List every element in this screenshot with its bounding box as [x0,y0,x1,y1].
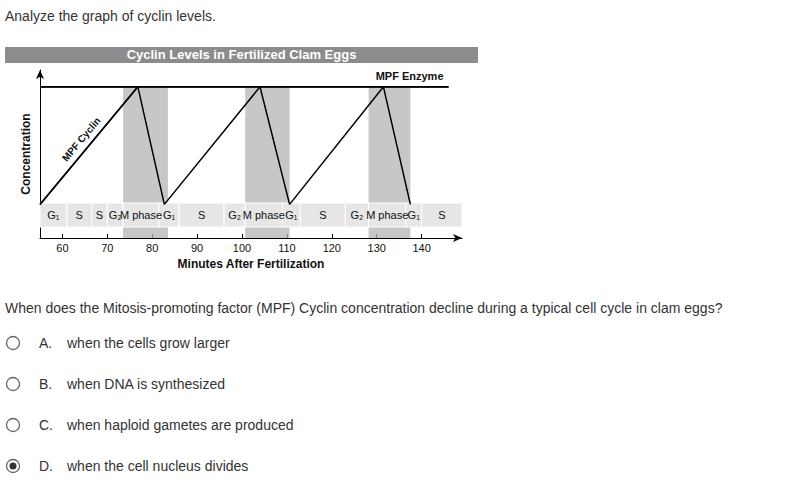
svg-text:80: 80 [146,242,158,254]
svg-text:G₁: G₁ [408,209,421,221]
svg-text:S: S [319,209,326,221]
svg-text:G₁: G₁ [163,209,176,221]
svg-text:G₁: G₁ [47,209,60,221]
html-text:Analyze the graph of cyclin le: Analyze the graph of cyclin levels. [5,8,216,24]
svg-text:G₂: G₂ [228,209,241,221]
svg-text:60: 60 [56,242,68,254]
html-text:B.: B. [39,376,53,392]
svg-text:S: S [438,209,445,221]
svg-text:110: 110 [278,242,296,254]
html-text:when DNA is synthesized: when DNA is synthesized [67,376,225,392]
html-text:when the cell nucleus divides: when the cell nucleus divides [67,458,249,474]
html-text:C.: C. [39,417,53,433]
svg-text:120: 120 [323,242,341,254]
svg-text:Cyclin Levels in Fertilized Cl: Cyclin Levels in Fertilized Clam Eggs [127,47,357,62]
svg-text:M phase: M phase [120,209,162,221]
svg-text:140: 140 [412,242,430,254]
svg-text:Minutes After Fertilization: Minutes After Fertilization [178,257,325,271]
svg-text:G₂: G₂ [108,209,122,221]
svg-text:G₂: G₂ [351,209,364,221]
html-text:When does the Mitosis-promotin: When does the Mitosis-promoting factor (… [5,300,723,316]
svg-text:70: 70 [101,242,113,254]
svg-text:S: S [76,209,83,221]
html-text:when haploid gametes are produ: when haploid gametes are produced [67,417,294,433]
html-text:A.: A. [39,335,53,351]
svg-text:G₁: G₁ [285,209,298,221]
html-text:when the cells grow larger: when the cells grow larger [67,335,230,351]
svg-text:MPF Cyclin: MPF Cyclin [60,115,103,163]
svg-text:MPF Enzyme: MPF Enzyme [376,70,444,82]
svg-text:90: 90 [191,242,203,254]
svg-text:S: S [96,209,103,221]
svg-text:100: 100 [233,242,251,254]
svg-text:130: 130 [368,242,386,254]
svg-text:S: S [198,209,205,221]
svg-text:Concentration: Concentration [19,113,33,194]
html-text:D.: D. [39,458,53,474]
svg-text:M phase: M phase [243,209,285,221]
svg-text:M phase: M phase [366,209,408,221]
